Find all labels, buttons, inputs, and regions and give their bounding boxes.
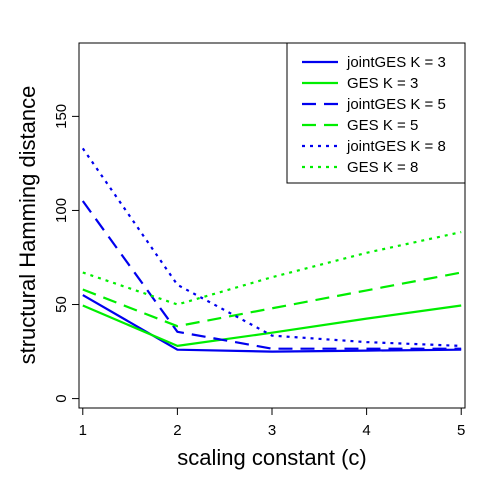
- y-axis-label: structural Hamming distance: [15, 86, 40, 365]
- x-tick-label: 4: [362, 422, 370, 439]
- legend-box: [286, 42, 466, 184]
- series-line-1: [82, 294, 462, 353]
- series-line-2: [82, 304, 462, 347]
- y-tick-label: 50: [53, 296, 70, 313]
- y-tick-label: 150: [53, 104, 70, 129]
- x-tick-label: 5: [457, 422, 465, 439]
- legend: jointGES K = 3 GES K = 3 jointGES K = 5 GES…: [286, 42, 466, 184]
- series-line-3: [81, 200, 462, 350]
- legend-label-3: jointGES K = 5: [346, 96, 446, 113]
- x-axis: 1 2 3 4 5: [79, 407, 465, 439]
- legend-label-4: GES K = 5: [347, 117, 418, 134]
- y-tick-label: 100: [53, 198, 70, 223]
- x-tick-label: 3: [268, 422, 276, 439]
- x-tick-label: 1: [79, 422, 87, 439]
- series-line-5: [81, 147, 462, 347]
- x-axis-label: scaling constant (c): [177, 445, 367, 470]
- y-axis: 0 50 100 150: [53, 104, 80, 403]
- legend-label-5: jointGES K = 8: [346, 138, 446, 155]
- legend-label-1: jointGES K = 3: [346, 54, 446, 71]
- series-lines: [81, 147, 462, 353]
- x-tick-label: 2: [173, 422, 181, 439]
- legend-label-6: GES K = 8: [347, 159, 418, 176]
- series-line-4: [82, 271, 462, 328]
- series-line-6: [82, 231, 462, 306]
- y-tick-label: 0: [53, 394, 70, 402]
- legend-label-2: GES K = 3: [347, 75, 418, 92]
